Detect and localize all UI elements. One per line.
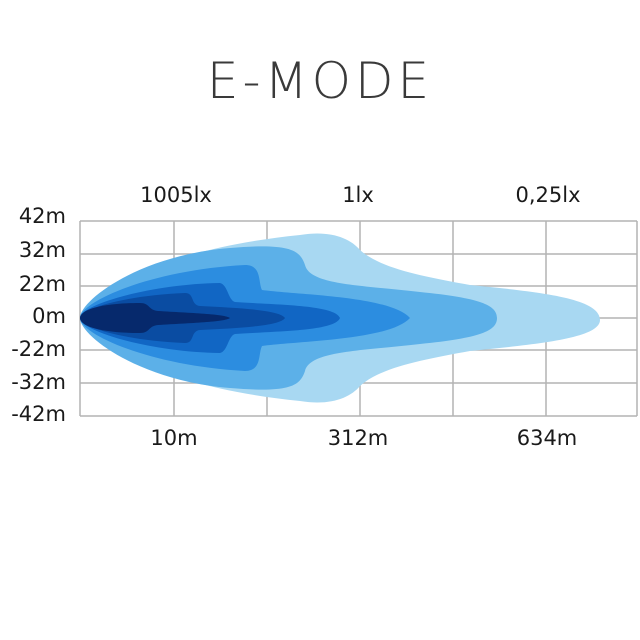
contour-1005lx [80, 303, 230, 333]
y-label: 42m [18, 204, 66, 228]
page-title: E-MODE [206, 52, 434, 110]
y-label: -22m [11, 337, 66, 361]
lux-label: 1005lx [140, 183, 212, 207]
lux-label: 0,25lx [515, 183, 581, 207]
y-label: 32m [18, 238, 66, 262]
lux-label: 1lx [342, 183, 374, 207]
distance-label: 10m [150, 426, 198, 450]
distance-label: 634m [516, 426, 578, 450]
y-label: 22m [18, 272, 66, 296]
y-label: -42m [11, 402, 66, 426]
distance-label: 312m [327, 426, 389, 450]
y-label: -32m [11, 370, 66, 394]
y-label: 0m [32, 304, 66, 328]
